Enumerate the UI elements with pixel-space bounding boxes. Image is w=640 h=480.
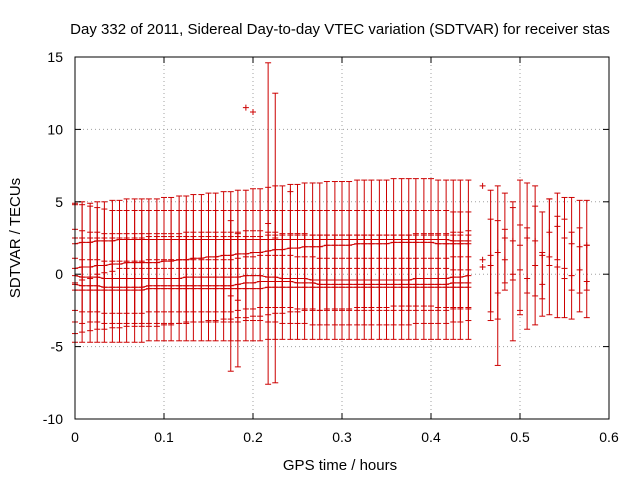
data-point [412,284,419,291]
data-point [168,285,175,292]
data-point [428,284,434,291]
data-point [576,266,583,273]
y-tick-label: 10 [47,121,63,137]
data-point [383,284,390,291]
data-point [190,285,197,292]
x-tick-label: 0.1 [154,429,174,445]
data-point [287,284,294,291]
data-point [339,284,345,291]
data-point [479,256,486,263]
data-point [331,284,338,291]
data-point [161,285,167,292]
data-marks [72,62,590,385]
data-point [494,290,501,297]
data-point [361,284,368,291]
data-point [87,287,94,294]
data-point [443,284,450,291]
data-point [116,287,123,294]
x-tick-label: 0.2 [243,429,263,445]
data-point [227,292,234,299]
data-point [250,285,256,292]
data-point [457,284,464,291]
x-tick-label: 0.4 [421,429,441,445]
data-point [145,285,152,292]
data-point [234,297,241,304]
data-point [316,284,323,291]
data-point [368,284,375,291]
chart-title: Day 332 of 2011, Sidereal Day-to-day VTE… [70,21,610,38]
y-axis-label: SDTVAR / TECUs [7,178,24,298]
x-tick-label: 0.6 [599,429,619,445]
data-point [487,262,494,269]
data-point [465,284,472,291]
data-point [479,182,486,189]
y-tick-label: -5 [51,339,64,355]
data-point [561,265,568,272]
data-point [420,284,427,291]
data-point [435,284,442,291]
data-point [279,284,286,291]
y-tick-label: 15 [47,49,63,65]
data-point [265,220,272,227]
data-point [524,275,531,282]
data-point [198,285,205,292]
data-point [354,284,361,291]
data-point [546,253,553,260]
x-tick-label: 0.5 [510,429,530,445]
data-point [176,285,183,292]
data-point [94,287,101,294]
axis-ticks: 0 0.1 0.2 0.3 0.4 0.5 0.6 -10 -5 0 5 10 15 [43,49,619,445]
y-tick-label: 5 [55,194,63,210]
data-point [131,287,138,294]
data-point [568,272,575,279]
data-point [309,284,316,291]
data-point [183,285,190,292]
data-point [583,278,590,285]
data-point [509,271,516,278]
data-point [450,284,457,291]
x-tick-label: 0 [71,429,79,445]
data-point [242,285,249,292]
data-point [205,285,212,292]
data-point [123,287,130,294]
data-point [517,266,523,273]
data-point [101,287,108,294]
data-point [398,284,405,291]
data-point [323,284,330,291]
data-point [212,285,219,292]
data-point [554,263,561,270]
data-point [257,285,264,292]
data-point [242,104,249,111]
data-point [220,285,227,292]
y-tick-label: -10 [43,411,63,427]
x-axis-label: GPS time / hours [283,457,397,474]
data-point [376,284,383,291]
data-point [301,284,308,291]
data-point [501,256,508,263]
data-point [294,284,301,291]
data-point [539,281,546,288]
data-point [79,287,86,294]
x-tick-label: 0.3 [332,429,352,445]
data-point [479,263,486,270]
data-point [390,284,397,291]
data-point [346,284,353,291]
data-point [532,262,539,269]
data-point [153,285,160,292]
data-point [287,188,294,195]
data-point [138,287,145,294]
y-tick-label: 0 [55,266,63,282]
data-point [405,284,412,291]
data-point [109,287,116,294]
data-point [250,109,256,116]
data-point [272,235,279,241]
